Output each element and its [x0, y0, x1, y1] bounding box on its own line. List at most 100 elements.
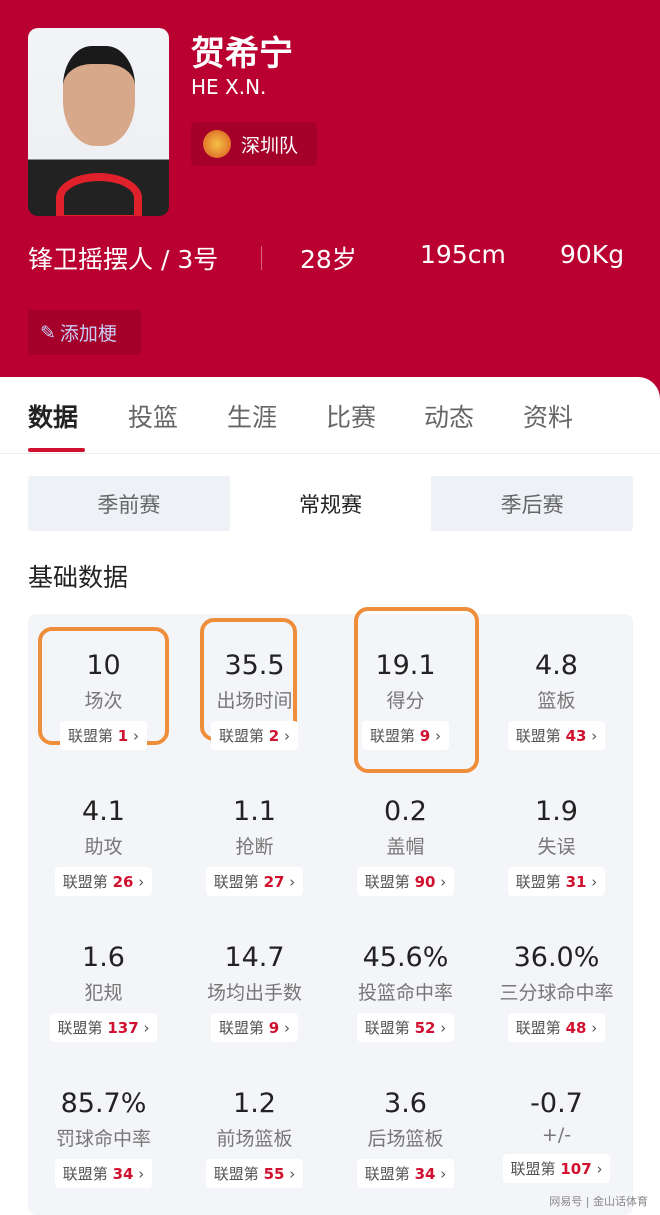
league-rank-button[interactable]: 联盟第 1 › [59, 721, 147, 750]
stat-label: 得分 [386, 690, 425, 712]
regular-season-tab[interactable]: 常规赛 [229, 476, 432, 531]
league-rank-button[interactable]: 联盟第 52 › [356, 1013, 455, 1042]
rank-prefix: 联盟第 [515, 873, 561, 891]
tab-games[interactable]: 比赛 [326, 403, 377, 432]
rank-value: 52 [414, 1019, 436, 1037]
stat-value: 10 [86, 650, 121, 681]
rank-prefix: 联盟第 [62, 873, 108, 891]
player-english-name: HE X.N. [191, 75, 267, 99]
league-rank-button[interactable]: 联盟第 34 › [54, 1159, 153, 1188]
league-rank-button[interactable]: 联盟第 9 › [361, 721, 449, 750]
stat-label: 失误 [537, 836, 576, 858]
playoffs-tab[interactable]: 季后赛 [500, 492, 564, 517]
rank-prefix: 联盟第 [57, 1019, 103, 1037]
rank-value: 9 [268, 1019, 280, 1037]
rank-prefix: 联盟第 [364, 1165, 410, 1183]
rank-value: 55 [263, 1165, 285, 1183]
player-name: 贺希宁 [191, 34, 293, 74]
stat-value: 14.7 [224, 942, 285, 973]
season-type-selector: 季前赛 常规赛 季后赛 [28, 476, 633, 531]
active-tab-indicator [28, 448, 85, 452]
stat-value: 1.2 [233, 1088, 276, 1119]
tab-career[interactable]: 生涯 [227, 403, 278, 432]
preseason-tab[interactable]: 季前赛 [97, 492, 161, 517]
rank-value: 9 [419, 727, 431, 745]
stat-item: 35.5 出场时间联盟第 2 › [179, 650, 330, 750]
chevron-right-icon: › [138, 873, 145, 891]
divider [261, 246, 262, 270]
league-rank-button[interactable]: 联盟第 34 › [356, 1159, 455, 1188]
pencil-icon: ✎ [40, 321, 56, 344]
stat-value: 0.2 [384, 796, 427, 827]
chevron-right-icon: › [591, 727, 598, 745]
league-rank-button[interactable]: 联盟第 107 › [502, 1154, 611, 1183]
rank-value: 48 [565, 1019, 587, 1037]
league-rank-button[interactable]: 联盟第 26 › [54, 867, 153, 896]
stat-label: 罚球命中率 [55, 1128, 151, 1150]
rank-value: 27 [263, 873, 285, 891]
age: 28岁 [300, 245, 357, 274]
chevron-right-icon: › [289, 873, 296, 891]
chevron-right-icon: › [591, 873, 598, 891]
league-rank-button[interactable]: 联盟第 2 › [210, 721, 298, 750]
stat-label: 篮板 [537, 690, 576, 712]
rank-prefix: 联盟第 [213, 873, 259, 891]
stat-item: 3.6 后场篮板 联盟第 34 › [330, 1088, 481, 1188]
rank-prefix: 联盟第 [369, 727, 415, 745]
chevron-right-icon: › [289, 1165, 296, 1183]
add-tag-label: 添加梗 [59, 323, 117, 345]
stat-item: 4.1 助攻联盟第 26 › [28, 796, 179, 896]
league-rank-button[interactable]: 联盟第 48 › [507, 1013, 606, 1042]
stat-value: 1.1 [233, 796, 276, 827]
tab-shooting[interactable]: 投篮 [128, 403, 179, 432]
rank-value: 107 [560, 1160, 592, 1178]
player-photo [28, 28, 169, 216]
tab-profile[interactable]: 资料 [523, 403, 574, 432]
rank-prefix: 联盟第 [515, 1019, 561, 1037]
rank-prefix: 联盟第 [510, 1160, 556, 1178]
highlight-box [354, 607, 479, 773]
rank-prefix: 联盟第 [62, 1165, 108, 1183]
chevron-right-icon: › [591, 1019, 598, 1037]
stat-item: 10 场次 联盟第 1 › [28, 650, 179, 750]
chevron-right-icon: › [284, 727, 290, 745]
rank-prefix: 联盟第 [364, 873, 410, 891]
league-rank-button[interactable]: 联盟第 31 › [507, 867, 606, 896]
stat-value: 85.7% [60, 1088, 147, 1119]
add-tag-button[interactable]: ✎ 添加梗 [28, 310, 141, 355]
stat-value: 4.1 [82, 796, 125, 827]
stat-label: 助攻 [84, 836, 123, 858]
stat-value: 35.5 [224, 650, 285, 681]
league-rank-button[interactable]: 联盟第 27 › [205, 867, 304, 896]
league-rank-button[interactable]: 联盟第 43 › [507, 721, 606, 750]
tab-data[interactable]: 数据 [28, 403, 79, 432]
stat-label: 盖帽 [386, 836, 425, 858]
league-rank-button[interactable]: 联盟第 90 › [356, 867, 455, 896]
chevron-right-icon: › [143, 1019, 150, 1037]
stat-value: 4.8 [535, 650, 578, 681]
rank-value: 2 [268, 727, 280, 745]
stat-item: 36.0% 三分球命中率 联盟第 48 › [481, 942, 632, 1042]
stat-label: 犯规 [84, 982, 123, 1004]
team-button[interactable]: 深圳队 [191, 122, 317, 166]
stat-value: 45.6% [362, 942, 449, 973]
stat-item: 14.7 场均出手数 联盟第 9 › [179, 942, 330, 1042]
stat-label: 出场时间 [216, 690, 293, 712]
stat-item: 19.1 得分 联盟第 9 › [330, 650, 481, 750]
stat-item: 85.7% 罚球命中率联盟第 34 › [28, 1088, 179, 1188]
stat-label: 前场篮板 [216, 1128, 293, 1150]
rank-value: 34 [414, 1165, 436, 1183]
weight: 90Kg [560, 240, 625, 269]
league-rank-button[interactable]: 联盟第 137 › [49, 1013, 158, 1042]
tab-bar: 数据 投篮 生涯 比赛 动态 资料 [0, 398, 660, 454]
league-rank-button[interactable]: 联盟第 9 › [210, 1013, 298, 1042]
tab-news[interactable]: 动态 [424, 403, 475, 432]
chevron-right-icon: › [133, 727, 139, 745]
league-rank-button[interactable]: 联盟第 55 › [205, 1159, 304, 1188]
rank-prefix: 联盟第 [218, 1019, 264, 1037]
chevron-right-icon: › [440, 1165, 447, 1183]
chevron-right-icon: › [284, 1019, 290, 1037]
rank-prefix: 联盟第 [213, 1165, 259, 1183]
rank-prefix: 联盟第 [67, 727, 113, 745]
stat-label: 三分球命中率 [499, 982, 614, 1004]
